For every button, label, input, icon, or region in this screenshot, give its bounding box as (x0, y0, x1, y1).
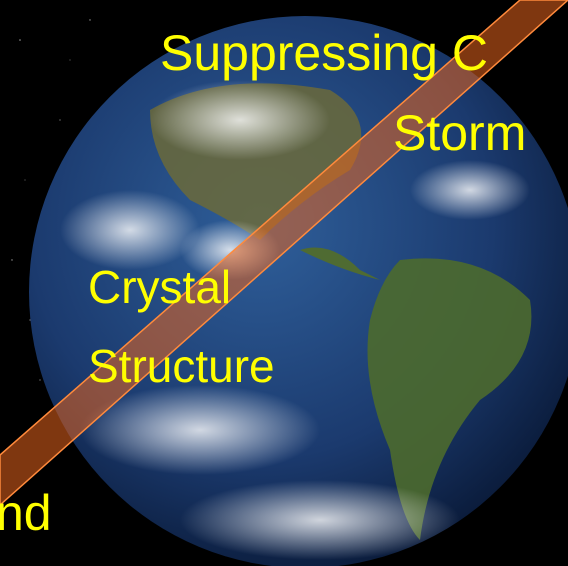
earth-surface (60, 80, 532, 560)
label: Storm (393, 105, 526, 161)
label: Structure (88, 340, 275, 392)
label: nd (0, 485, 52, 541)
label: Crystal (88, 261, 231, 313)
label: Suppressing C (160, 25, 488, 81)
diagonal-band (0, 0, 568, 507)
stars (11, 19, 91, 381)
